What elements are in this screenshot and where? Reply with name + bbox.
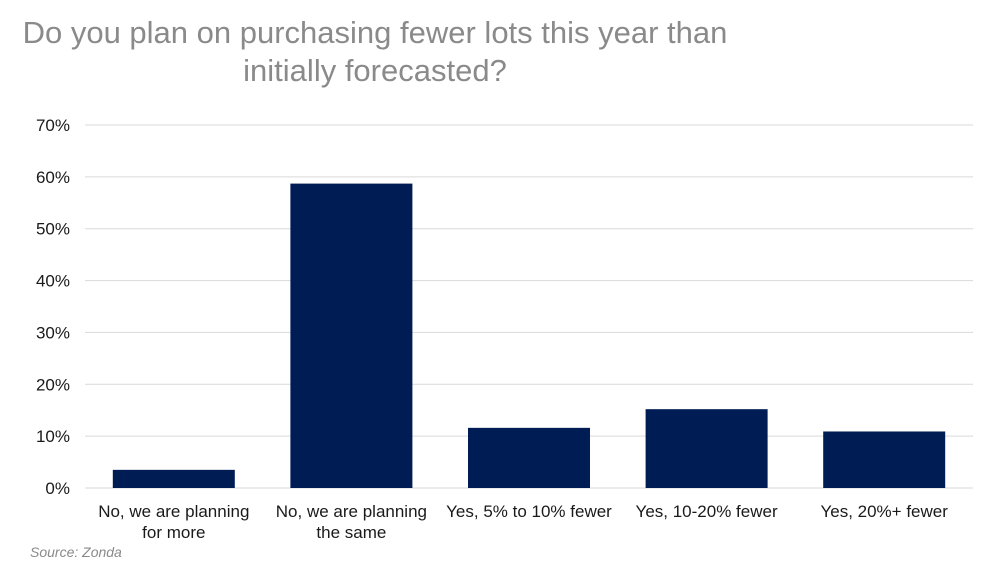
bar xyxy=(290,183,413,488)
source-note: Source: Zonda xyxy=(30,544,122,560)
x-category-label: Yes, 10-20% fewer xyxy=(636,502,778,521)
bar xyxy=(112,469,235,488)
x-category-label: Yes, 20%+ fewer xyxy=(820,502,948,521)
y-tick-label: 0% xyxy=(45,479,70,498)
y-tick-label: 20% xyxy=(36,375,70,394)
bar xyxy=(645,409,768,488)
bar xyxy=(468,427,590,488)
y-tick-label: 40% xyxy=(36,272,70,291)
chart-title: Do you plan on purchasing fewer lots thi… xyxy=(0,14,750,90)
y-tick-label: 30% xyxy=(36,323,70,342)
x-category-label: for more xyxy=(142,523,205,542)
y-tick-label: 10% xyxy=(36,427,70,446)
y-axis-tick-labels: 0% 10% 20% 30% 40% 50% 60% 70% xyxy=(36,116,70,498)
chart-title-line-2: initially forecasted? xyxy=(243,53,507,88)
bar xyxy=(823,431,946,488)
gridlines xyxy=(85,124,973,489)
x-axis-category-labels: No, we are planning for more No, we are pl… xyxy=(98,502,948,542)
y-tick-label: 50% xyxy=(36,220,70,239)
y-tick-label: 60% xyxy=(36,168,70,187)
x-category-label: No, we are planning xyxy=(98,502,249,521)
x-category-label: Yes, 5% to 10% fewer xyxy=(446,502,612,521)
chart-title-line-1: Do you plan on purchasing fewer lots thi… xyxy=(22,15,728,50)
y-tick-label: 70% xyxy=(36,116,70,135)
x-category-label: No, we are planning xyxy=(276,502,427,521)
x-category-label: the same xyxy=(316,523,386,542)
bars xyxy=(112,183,946,488)
